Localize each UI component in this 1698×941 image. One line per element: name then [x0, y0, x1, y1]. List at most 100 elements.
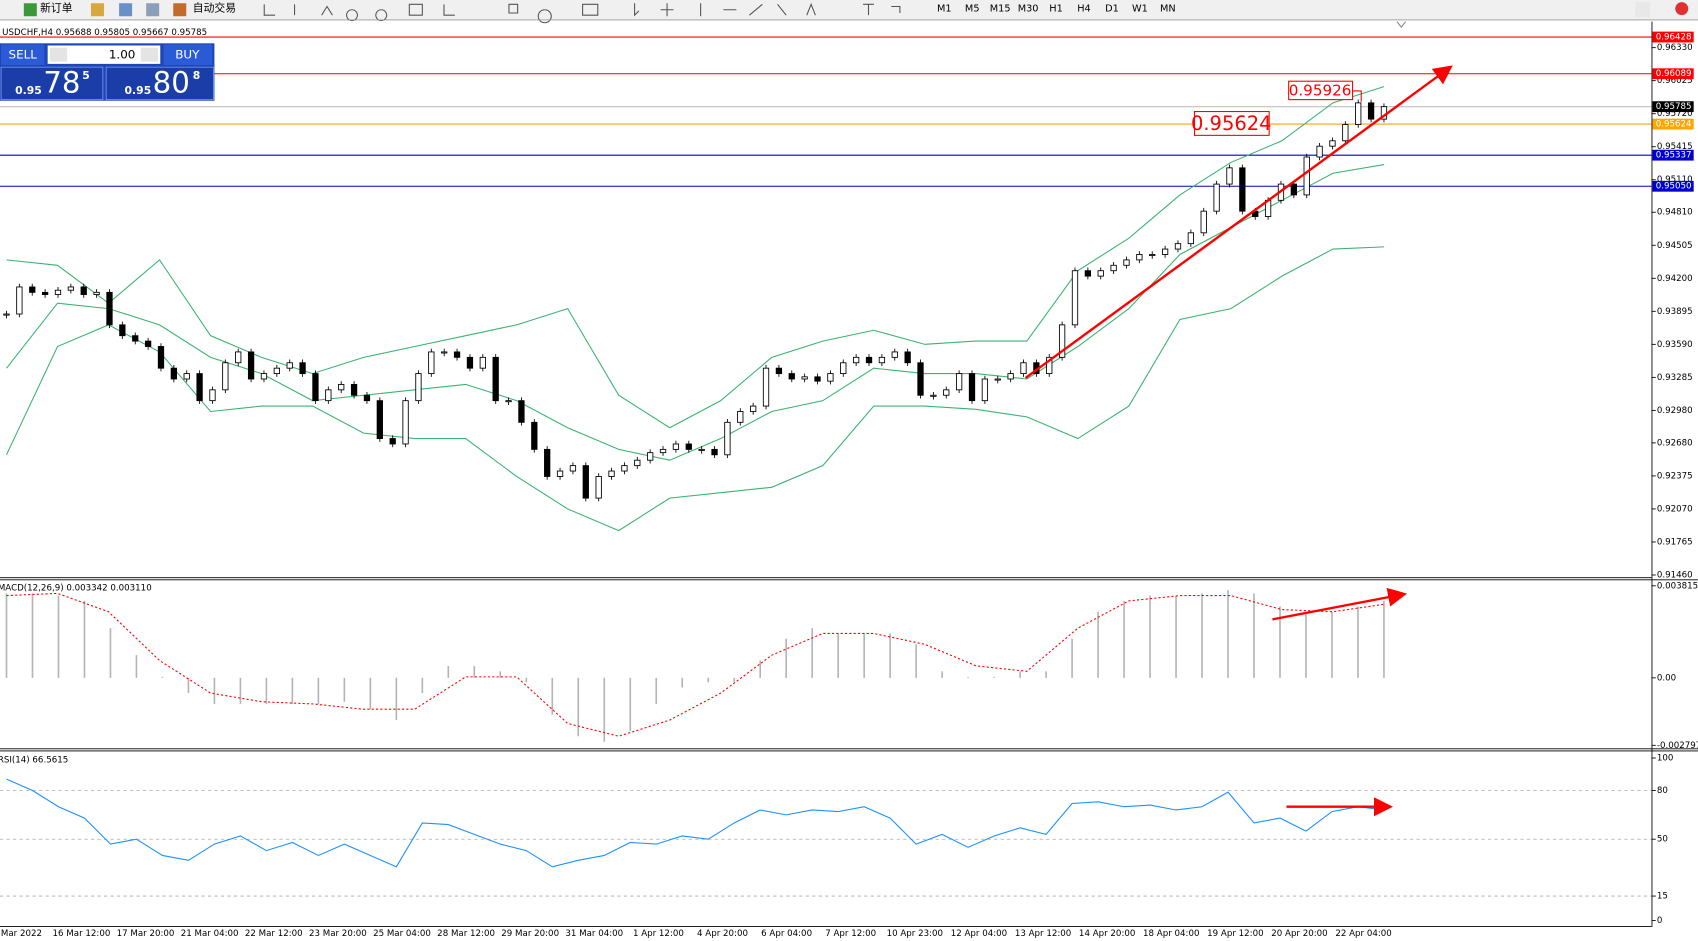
candle — [1161, 248, 1169, 255]
new-order-icon[interactable] — [23, 3, 37, 17]
candle — [1367, 102, 1375, 120]
new-order-button[interactable]: 新订单 — [40, 1, 73, 15]
candle — [312, 373, 319, 402]
y-tick-label: 50 — [1657, 835, 1668, 845]
timeframe-button[interactable]: M1 — [937, 4, 952, 15]
time-label: 4 Apr 20:00 — [697, 929, 748, 939]
annotation: 0.95624 — [1191, 112, 1272, 135]
candle — [531, 421, 538, 450]
candle — [814, 376, 821, 382]
toolbar-bg — [0, 0, 1698, 20]
candle — [170, 367, 177, 380]
candle — [3, 313, 10, 316]
sell-button[interactable] — [1, 44, 45, 65]
lots-value[interactable]: 1.00 — [109, 48, 136, 62]
candle — [505, 400, 512, 403]
y-tick-label: 0.95415 — [1657, 142, 1693, 152]
time-label: 14 Apr 20:00 — [1079, 929, 1135, 939]
candle — [827, 373, 834, 382]
price-level-label: 0.95050 — [1656, 182, 1692, 192]
lots-up[interactable] — [140, 47, 159, 62]
lots-input[interactable] — [47, 45, 161, 64]
timeframe-button[interactable]: W1 — [1132, 4, 1148, 15]
price-level-label: 0.96428 — [1656, 33, 1692, 43]
bollinger-band — [6, 246, 1384, 532]
time-label: 20 Apr 20:00 — [1271, 929, 1327, 939]
timeframe-button[interactable]: M5 — [965, 4, 980, 15]
candle — [67, 286, 75, 291]
time-label: 22 Mar 12:00 — [245, 929, 303, 939]
search-button[interactable] — [1635, 2, 1651, 18]
price-level-label: 0.95624 — [1656, 120, 1692, 130]
candle — [544, 448, 551, 477]
candle — [80, 286, 87, 295]
candle — [1084, 270, 1092, 277]
notification-badge[interactable] — [1675, 2, 1689, 16]
y-tick-label: 0.92980 — [1657, 406, 1693, 416]
buy-button[interactable] — [163, 44, 213, 65]
candle — [1174, 243, 1182, 250]
candle — [260, 373, 268, 380]
candle — [415, 373, 422, 402]
time-label: 17 Mar 20:00 — [117, 929, 175, 939]
price-level-tag — [1652, 101, 1694, 113]
price-level-tag — [1652, 180, 1694, 192]
time-label: 18 Apr 04:00 — [1143, 929, 1199, 939]
candle — [402, 400, 409, 445]
tool-icon[interactable] — [90, 3, 104, 17]
candle — [428, 351, 435, 375]
ask-prefix: 0.95 — [125, 84, 152, 97]
candle — [338, 383, 345, 391]
candle — [466, 356, 474, 369]
timeframe-button[interactable]: MN — [1160, 4, 1176, 15]
y-tick-label: 15 — [1657, 892, 1668, 902]
candle — [235, 351, 242, 364]
y-tick-label: 0.91460 — [1657, 570, 1693, 580]
candle — [621, 465, 628, 472]
y-tick-label: 0.94810 — [1657, 208, 1693, 218]
candle — [647, 452, 654, 461]
y-tick-label: 0.95110 — [1657, 175, 1693, 185]
y-tick-label: 0.91765 — [1657, 537, 1693, 547]
buy-label[interactable]: BUY — [175, 48, 200, 62]
auto-trading-icon[interactable] — [173, 3, 187, 17]
ask-big: 80 — [153, 65, 190, 99]
price-level-label: 0.95785 — [1656, 102, 1692, 112]
candle — [16, 286, 23, 315]
candle — [157, 346, 165, 369]
candle — [119, 324, 126, 337]
price-level-tag — [1652, 118, 1694, 130]
candle — [724, 421, 731, 456]
candle — [144, 340, 152, 347]
candle — [1136, 254, 1143, 261]
timeframe-button[interactable]: H4 — [1077, 4, 1091, 15]
candle — [750, 405, 757, 412]
candle — [299, 362, 306, 375]
candle — [518, 400, 525, 423]
time-label: 6 Apr 04:00 — [761, 929, 812, 939]
candle — [788, 373, 795, 380]
time-label: 7 Apr 12:00 — [825, 929, 876, 939]
timeframe-button[interactable]: H1 — [1049, 4, 1063, 15]
timeframe-button[interactable]: M30 — [1018, 4, 1039, 15]
timeframe-button[interactable]: D1 — [1105, 4, 1119, 15]
time-label: 29 Mar 20:00 — [501, 929, 559, 939]
tool-icon[interactable] — [146, 3, 160, 17]
price-annotations: 0.95926 0.95624 — [1191, 80, 1362, 136]
y-tick-label: 0.003815 — [1657, 581, 1698, 591]
sell-label[interactable]: SELL — [9, 48, 38, 62]
auto-trading-button[interactable]: 自动交易 — [193, 1, 236, 15]
candle — [853, 356, 860, 364]
drawing-tools[interactable] — [263, 2, 901, 24]
candle — [595, 476, 602, 499]
candle — [556, 470, 564, 477]
lots-down[interactable] — [49, 47, 68, 62]
ask-box[interactable] — [105, 66, 214, 100]
candle — [775, 367, 783, 375]
timeframe-button[interactable]: M15 — [990, 4, 1011, 15]
bid-box[interactable] — [0, 66, 104, 100]
candle — [981, 378, 989, 402]
tool-icon[interactable] — [119, 3, 133, 17]
bid-big: 78 — [43, 65, 80, 99]
